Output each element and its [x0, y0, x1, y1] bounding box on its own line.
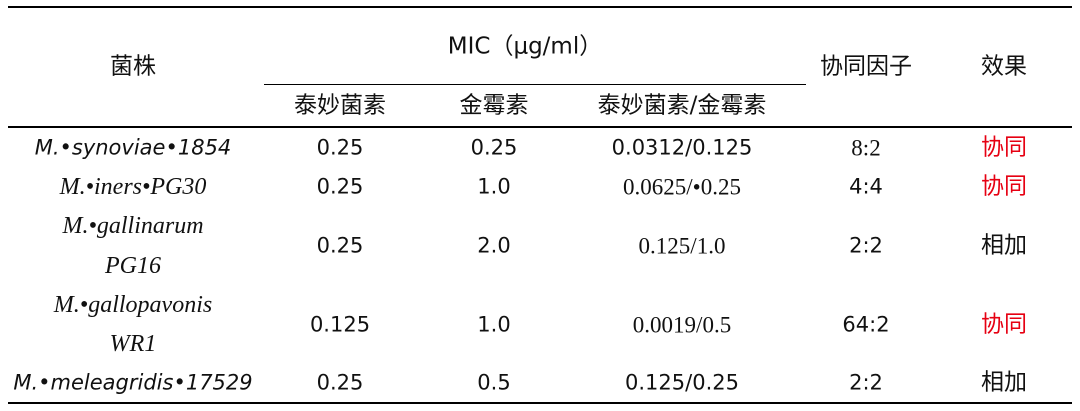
table-top-rule — [8, 6, 1072, 8]
row-2-aureomycin: 1.0 — [477, 174, 511, 199]
row-5-factor: 2:2 — [849, 370, 883, 395]
header-aureomycin: 金霉素 — [459, 92, 529, 119]
row-2-tiamulin: 0.25 — [316, 174, 364, 199]
row-4-strain-line1: M.•gallopavonis — [53, 292, 213, 318]
row-4-effect: 协同 — [981, 311, 1027, 338]
row-4-tiamulin: 0.125 — [309, 312, 371, 337]
row-2-effect: 协同 — [981, 173, 1027, 200]
row-3-strain-line1: M.•gallinarum — [62, 213, 204, 239]
row-4-factor: 64:2 — [842, 312, 890, 337]
row-3-effect: 相加 — [981, 232, 1027, 259]
row-1-tiamulin: 0.25 — [316, 135, 364, 160]
row-1-aureomycin: 0.25 — [470, 135, 518, 160]
row-1-combo: 0.0312/0.125 — [611, 135, 753, 160]
row-1-strain: M.•synoviae•1854 — [34, 135, 232, 160]
row-5-aureomycin: 0.5 — [477, 370, 511, 395]
header-effect: 效果 — [981, 53, 1027, 80]
row-3-combo: 0.125/1.0 — [638, 233, 726, 259]
row-3-factor: 2:2 — [849, 233, 883, 258]
row-4-strain-line2: WR1 — [109, 331, 157, 357]
header-tiamulin: 泰妙菌素 — [294, 92, 386, 119]
row-3-aureomycin: 2.0 — [477, 233, 511, 258]
row-1-factor: 8:2 — [851, 135, 881, 161]
row-1-effect: 协同 — [981, 134, 1027, 161]
row-2-strain: M.•iners•PG30 — [59, 174, 207, 200]
row-4-combo: 0.0019/0.5 — [632, 312, 732, 338]
header-synergy-factor: 协同因子 — [820, 53, 912, 80]
row-2-combo: 0.0625/•0.25 — [623, 174, 741, 200]
row-5-tiamulin: 0.25 — [316, 370, 364, 395]
row-5-strain: M.•meleagridis•17529 — [13, 370, 253, 395]
row-5-effect: 相加 — [981, 369, 1027, 396]
mic-group-rule — [264, 84, 806, 86]
row-3-strain-line2: PG16 — [105, 253, 161, 279]
row-4-aureomycin: 1.0 — [477, 312, 511, 337]
table-bottom-rule — [8, 402, 1072, 404]
header-bottom-rule — [8, 126, 1072, 128]
row-5-combo: 0.125/0.25 — [625, 370, 739, 395]
row-3-tiamulin: 0.25 — [316, 233, 364, 258]
row-2-factor: 4:4 — [849, 174, 883, 199]
header-combo: 泰妙菌素/金霉素 — [597, 92, 767, 119]
header-mic: MIC（μg/ml） — [447, 33, 603, 60]
header-strain: 菌株 — [110, 53, 156, 80]
